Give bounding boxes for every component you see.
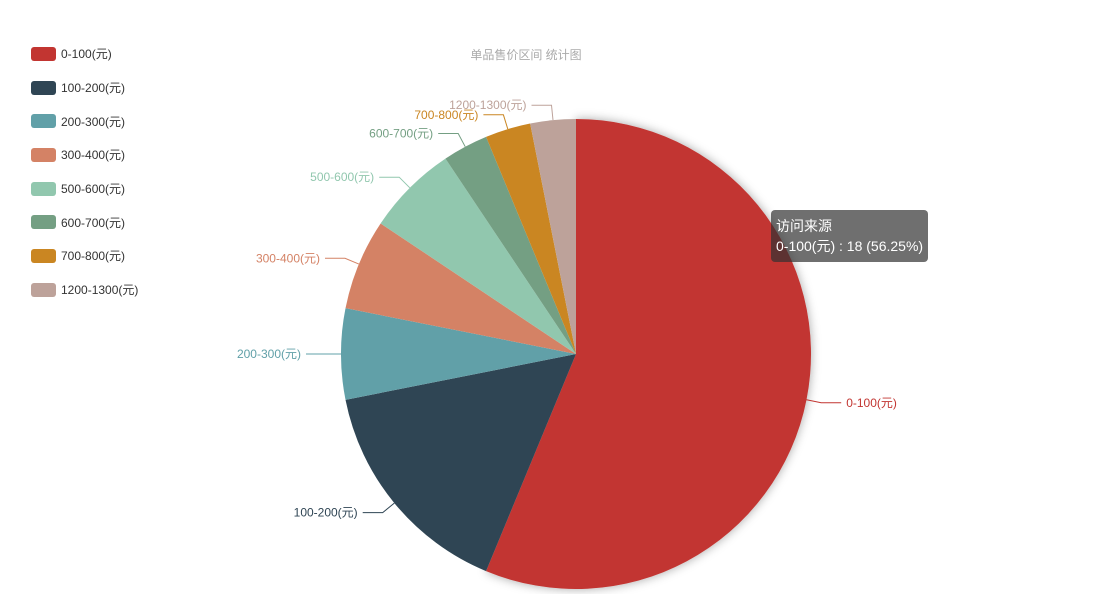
- pie-slice[interactable]: [486, 123, 576, 355]
- legend-item[interactable]: 500-600(元): [31, 172, 138, 206]
- legend-label: 100-200(元): [61, 81, 126, 96]
- pie-slice[interactable]: [341, 308, 576, 400]
- slice-label: 0-100(元): [846, 396, 897, 410]
- label-leader-line: [362, 502, 395, 514]
- pie-slice[interactable]: [445, 136, 576, 354]
- chart-legend: 0-100(元) 100-200(元) 200-300(元) 300-400(元) 50…: [31, 37, 138, 307]
- legend-item[interactable]: 200-300(元): [31, 104, 138, 138]
- label-leader-line: [379, 176, 411, 189]
- legend-swatch: [31, 215, 56, 230]
- tooltip-series-name: 访问来源: [776, 218, 832, 234]
- legend-swatch: [31, 46, 56, 61]
- slice-label: 600-700(元): [369, 127, 433, 141]
- legend-item[interactable]: 100-200(元): [31, 71, 138, 105]
- legend-swatch: [31, 147, 56, 162]
- label-leader-line: [531, 104, 554, 121]
- legend-label: 1200-1300(元): [61, 283, 139, 298]
- legend-label: 600-700(元): [61, 215, 126, 230]
- label-leader-line: [806, 399, 842, 404]
- label-leader-line: [325, 257, 360, 265]
- label-leader-line: [438, 133, 466, 147]
- slice-label: 1200-1300(元): [449, 98, 526, 112]
- pie-slice[interactable]: [345, 354, 576, 572]
- chart-title: 单品售价区间 统计图: [470, 48, 582, 62]
- legend-label: 200-300(元): [61, 114, 126, 129]
- legend-label: 700-800(元): [61, 249, 126, 264]
- pie-slice[interactable]: [486, 119, 812, 589]
- tooltip: 访问来源 0-100(元) : 18 (56.25%): [771, 210, 929, 262]
- legend-swatch: [31, 80, 56, 95]
- legend-item[interactable]: 1200-1300(元): [31, 273, 138, 307]
- legend-item[interactable]: 300-400(元): [31, 138, 138, 172]
- tooltip-value: 0-100(元) : 18 (56.25%): [776, 238, 924, 254]
- legend-item[interactable]: 600-700(元): [31, 205, 138, 239]
- legend-swatch: [31, 181, 56, 196]
- legend-item[interactable]: 700-800(元): [31, 239, 138, 273]
- legend-label: 300-400(元): [61, 148, 126, 163]
- slice-label: 700-800(元): [414, 108, 478, 122]
- legend-swatch: [31, 248, 56, 263]
- legend-label: 0-100(元): [61, 47, 112, 62]
- legend-label: 500-600(元): [61, 182, 126, 197]
- slice-label: 300-400(元): [256, 251, 320, 265]
- slice-label: 100-200(元): [294, 506, 358, 520]
- pie-slice[interactable]: [380, 158, 576, 354]
- pie-slice[interactable]: [345, 223, 576, 354]
- slice-label: 500-600(元): [310, 170, 374, 184]
- legend-swatch: [31, 282, 56, 297]
- slice-label: 200-300(元): [237, 347, 301, 361]
- legend-swatch: [31, 114, 56, 129]
- legend-item[interactable]: 0-100(元): [31, 37, 138, 71]
- label-leader-line: [483, 114, 509, 130]
- pie-slice[interactable]: [530, 119, 576, 354]
